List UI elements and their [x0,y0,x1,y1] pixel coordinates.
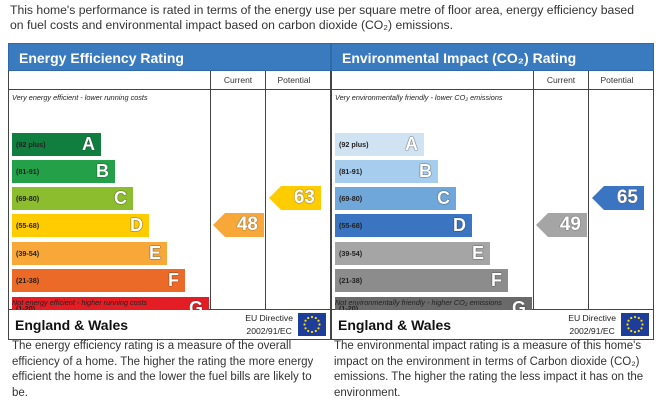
band-d: (55-68) D [335,214,472,237]
current-rating-arrow: 49 [536,213,587,237]
band-range: (92 plus) [16,140,46,149]
band-range: (55-68) [339,221,363,230]
potential-rating-arrow: 65 [592,186,644,210]
band-range: (1-20) [339,304,359,313]
potential-rating-arrow: 63 [269,186,321,210]
potential-column-header: Potential [600,75,634,85]
band-range: (1-20) [16,304,36,313]
band-letter: C [437,188,450,208]
band-b: (81-91) B [12,160,115,183]
band-letter: E [471,243,484,263]
directive-line-1: EU Directive [245,313,293,323]
band-letter: F [168,270,179,290]
directive-line-1: EU Directive [568,313,616,323]
band-range: (21-38) [16,276,40,285]
band-letter: D [130,215,143,235]
eu-flag-icon [298,313,326,336]
intro-text: This home's performance is rated in term… [10,3,634,32]
band-letter: C [114,188,127,208]
band-range: (39-54) [339,249,363,258]
band-range: (69-80) [16,194,40,203]
band-c: (69-80) C [335,187,456,210]
band-e: (39-54) E [335,242,490,265]
eu-directive: EU Directive 2002/91/EC [245,312,293,338]
top-caption: Very environmentally friendly - lower CO… [335,93,503,102]
band-letter: A [82,134,95,154]
panel-title: Environmental Impact (CO₂) Rating [331,43,654,71]
panel-title: Energy Efficiency Rating [8,43,331,71]
band-letter: B [419,161,432,181]
panel-footer: England & Wales EU Directive 2002/91/EC [8,310,331,340]
band-letter: F [491,270,502,290]
eu-directive: EU Directive 2002/91/EC [568,312,616,338]
band-range: (81-91) [339,167,363,176]
current-column-header: Current [546,75,576,85]
current-column-header: Current [223,75,253,85]
directive-line-2: 2002/91/EC [246,326,292,336]
current-rating-arrow: 48 [213,213,264,237]
band-d: (55-68) D [12,214,149,237]
band-range: (39-54) [16,249,40,258]
band-a: (92 plus) A [12,133,101,156]
band-range: (81-91) [16,167,40,176]
band-range: (21-38) [339,276,363,285]
efficiency-description: The energy efficiency rating is a measur… [12,340,314,399]
band-letter: D [453,215,466,235]
energy-efficiency-panel: Energy Efficiency Rating Current Potenti… [8,43,331,340]
bottom-caption: Not energy efficient - higher running co… [12,298,148,307]
band-c: (69-80) C [12,187,133,210]
bottom-caption: Not environmentally friendly - higher CO… [335,298,503,307]
panel-footer: England & Wales EU Directive 2002/91/EC [331,310,654,340]
band-letter: B [96,161,109,181]
region-label: England & Wales [338,317,452,333]
environmental-impact-panel: Environmental Impact (CO₂) Rating Curren… [331,43,654,340]
band-range: (92 plus) [339,140,369,149]
band-f: (21-38) F [335,269,508,292]
band-range: (55-68) [16,221,40,230]
eu-flag-icon [621,313,649,336]
directive-line-2: 2002/91/EC [569,326,615,336]
top-caption: Very energy efficient - lower running co… [12,93,148,102]
rating-grid: Current Potential Very energy efficient … [8,71,331,320]
environment-description: The environmental impact rating is a mea… [334,340,644,399]
potential-column-header: Potential [277,75,311,85]
band-f: (21-38) F [12,269,185,292]
band-a: (92 plus) A [335,133,424,156]
region-label: England & Wales [15,317,129,333]
band-e: (39-54) E [12,242,167,265]
band-range: (69-80) [339,194,363,203]
band-b: (81-91) B [335,160,438,183]
band-letter: E [148,243,161,263]
rating-grid: Current Potential Very environmentally f… [331,71,654,320]
band-letter: A [405,134,418,154]
